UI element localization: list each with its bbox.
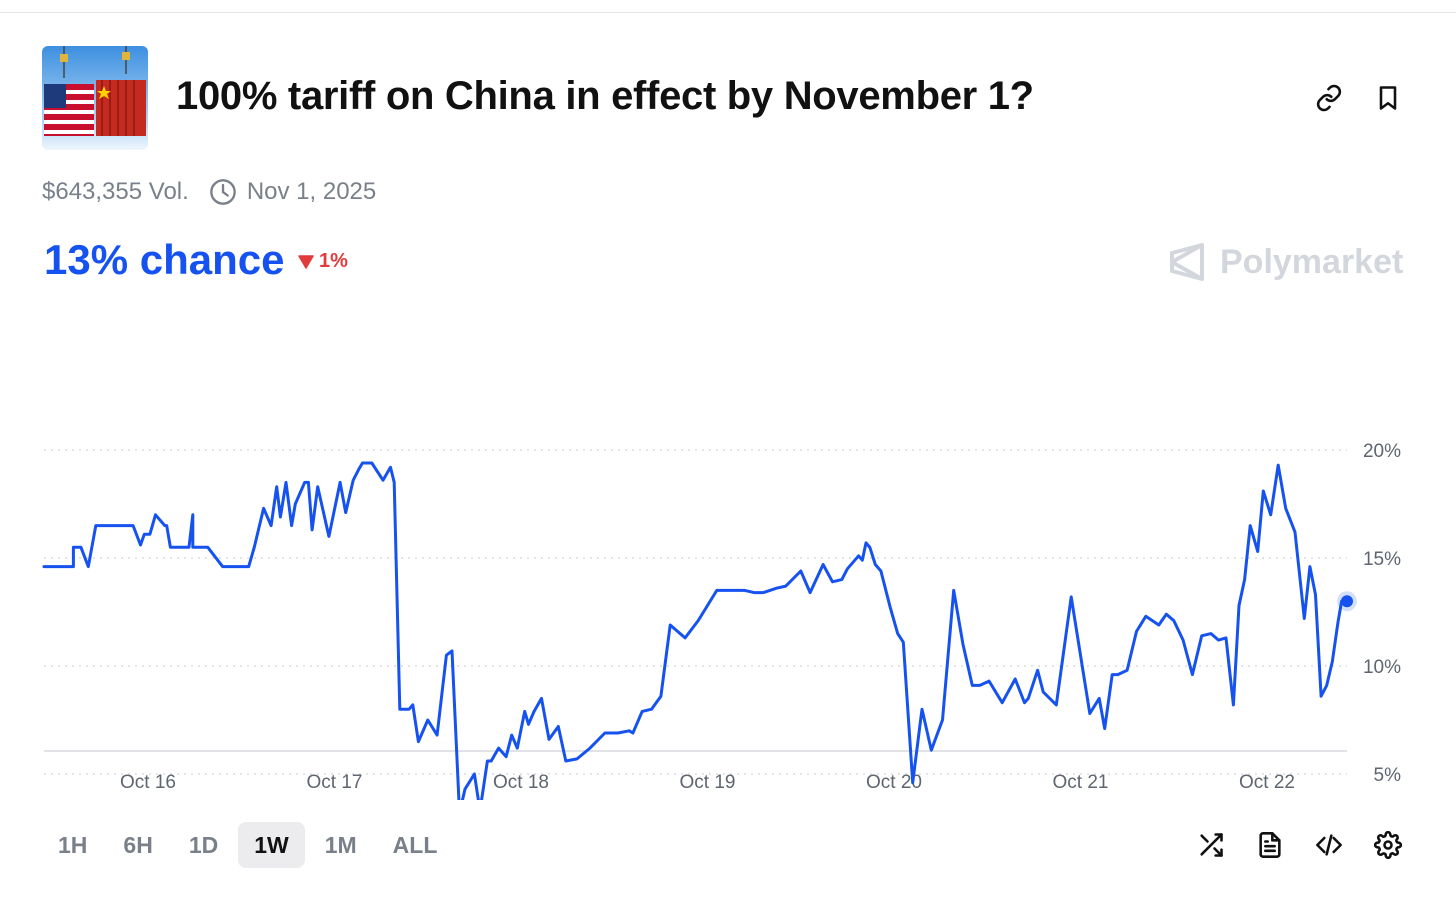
x-tick-label: Oct 20 [866,772,922,793]
shuffle-button[interactable] [1194,828,1228,862]
rules-button[interactable] [1253,828,1287,862]
market-title: 100% tariff on China in effect by Novemb… [176,74,1034,118]
x-tick-label: Oct 21 [1053,772,1109,793]
top-divider [0,12,1456,13]
range-6h-button[interactable]: 6H [123,831,153,858]
copy-link-button[interactable] [1311,80,1347,116]
link-icon [1316,84,1342,112]
y-tick-label: 15% [1363,549,1401,570]
y-tick-label: 5% [1374,765,1402,786]
range-1h-button[interactable]: 1H [58,831,88,858]
y-tick-label: 20% [1363,441,1401,462]
market-meta: $643,355 Vol. Nov 1, 2025 [42,178,376,206]
x-tick-label: Oct 22 [1239,772,1295,793]
end-date-text: Nov 1, 2025 [246,178,377,205]
polymarket-logo-icon [1170,243,1204,281]
market-thumbnail [42,46,148,150]
x-tick-label: Oct 18 [493,772,549,793]
chance-label: 13% chance [44,236,285,283]
change-indicator: 1% [298,250,348,273]
embed-button[interactable] [1312,828,1346,862]
x-tick-label: Oct 19 [680,772,736,793]
time-range-selector: 1H 6H 1D 1W 1M ALL [42,822,453,868]
code-icon [1316,834,1342,856]
bookmark-icon [1379,86,1397,110]
shuffle-icon [1200,833,1223,857]
last-point-marker[interactable] [1341,595,1353,608]
price-chart[interactable]: 20% 15% 10% 5% Oct 16 Oct 17 Oct 18 Oct 19 Oct … [0,320,1456,800]
clock-icon [209,179,236,205]
brand-name: Polymarket [1220,242,1404,281]
x-tick-label: Oct 16 [120,772,176,793]
triangle-down-icon [298,254,314,269]
document-icon [1259,832,1281,858]
range-1d-button[interactable]: 1D [188,831,219,858]
change-value: 1% [319,250,348,272]
range-1w-button[interactable]: 1W [238,822,305,868]
range-all-button[interactable]: ALL [392,831,438,858]
bookmark-button[interactable] [1370,80,1406,116]
chance-series-line [42,461,1349,800]
volume-text: $643,355 Vol. [42,178,189,205]
x-tick-label: Oct 17 [307,772,363,793]
settings-button[interactable] [1371,828,1405,862]
range-1m-button[interactable]: 1M [324,831,357,858]
gear-icon [1374,831,1402,859]
brand-watermark: Polymarket [1168,242,1403,282]
y-tick-label: 10% [1363,657,1401,678]
